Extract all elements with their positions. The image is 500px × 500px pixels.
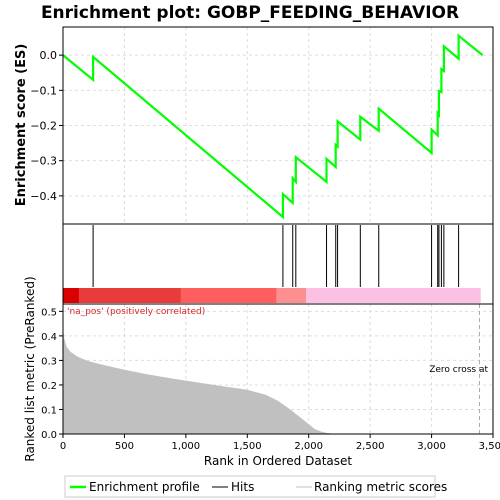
x-tick-label-3: 1,500 — [233, 441, 262, 452]
enrichment-y-tick-label-3: −0.1 — [30, 84, 57, 97]
x-tick-label-0: 0 — [60, 441, 66, 452]
x-axis-label: Rank in Ordered Dataset — [204, 454, 352, 468]
x-axis-ticks: 0 500 1,000 1,500 2,000 2,500 3,000 3,500 — [60, 434, 500, 452]
enrichment-frame — [62, 26, 494, 225]
legend: Enrichment profile Hits Ranking metric s… — [64, 475, 447, 498]
colorbar-segment-3 — [276, 288, 307, 303]
enrichment-y-label: Enrichment score (ES) — [14, 44, 29, 207]
chart-title: Enrichment plot: GOBP_FEEDING_BEHAVIOR — [41, 3, 459, 23]
metric-y-tick-label-1: 0.1 — [41, 405, 57, 416]
x-tick-label-6: 3,000 — [417, 441, 446, 452]
metric-y-label: Ranked list metric (PreRanked) — [23, 276, 37, 461]
legend-label-metric: Ranking metric scores — [314, 480, 447, 494]
colorbar-segment-4 — [306, 288, 481, 303]
metric-y-tick-label-0: 0.0 — [41, 430, 57, 441]
enrichment-panel: −0.4 −0.3 −0.2 −0.1 0.0 Enrichment score (ES… — [14, 26, 494, 225]
x-tick-label-4: 2,000 — [294, 441, 323, 452]
enrichment-y-tick-label-4: 0.0 — [40, 49, 58, 62]
enrichment-y-tick-label-2: −0.2 — [30, 120, 57, 133]
metric-y-tick-label-2: 0.2 — [41, 381, 57, 392]
colorbar-segment-0 — [63, 288, 79, 303]
enrichment-y-ticks: −0.4 −0.3 −0.2 −0.1 0.0 — [30, 49, 63, 203]
legend-label-hits: Hits — [231, 480, 254, 494]
x-tick-label-1: 500 — [115, 441, 134, 452]
metric-area — [63, 304, 481, 434]
colorbar-segment-1 — [78, 288, 181, 303]
positive-correlation-annotation: 'na_pos' (positively correlated) — [67, 307, 205, 317]
enrichment-y-tick-label-1: −0.3 — [30, 155, 57, 168]
x-tick-label-5: 2,500 — [356, 441, 385, 452]
legend-label-enrichment: Enrichment profile — [89, 480, 200, 494]
colorbar-segment-2 — [180, 288, 277, 303]
enrichment-y-tick-label-0: −0.4 — [30, 190, 57, 203]
hits-panel — [62, 223, 494, 305]
legend-box — [64, 475, 436, 498]
zero-cross-annotation: Zero cross at — [429, 365, 488, 375]
metric-y-tick-label-4: 0.4 — [41, 332, 57, 343]
metric-frame — [62, 303, 494, 435]
x-tick-label-7: 3,500 — [479, 441, 500, 452]
metric-y-ticks: 0.0 0.1 0.2 0.3 0.4 0.5 — [41, 307, 63, 441]
rank-colorbar — [63, 288, 481, 303]
hit-markers — [92, 225, 460, 287]
enrichment-profile-line — [62, 33, 484, 220]
enrichment-grid — [62, 27, 494, 224]
metric-area-fill — [63, 328, 481, 434]
metric-y-tick-label-5: 0.5 — [41, 307, 57, 318]
enrichment-series — [62, 33, 484, 220]
x-tick-label-2: 1,000 — [172, 441, 201, 452]
ranked-metric-panel: 0.0 0.1 0.2 0.3 0.4 0.5 Ranked list metric (P… — [23, 276, 494, 462]
metric-y-tick-label-3: 0.3 — [41, 356, 57, 367]
